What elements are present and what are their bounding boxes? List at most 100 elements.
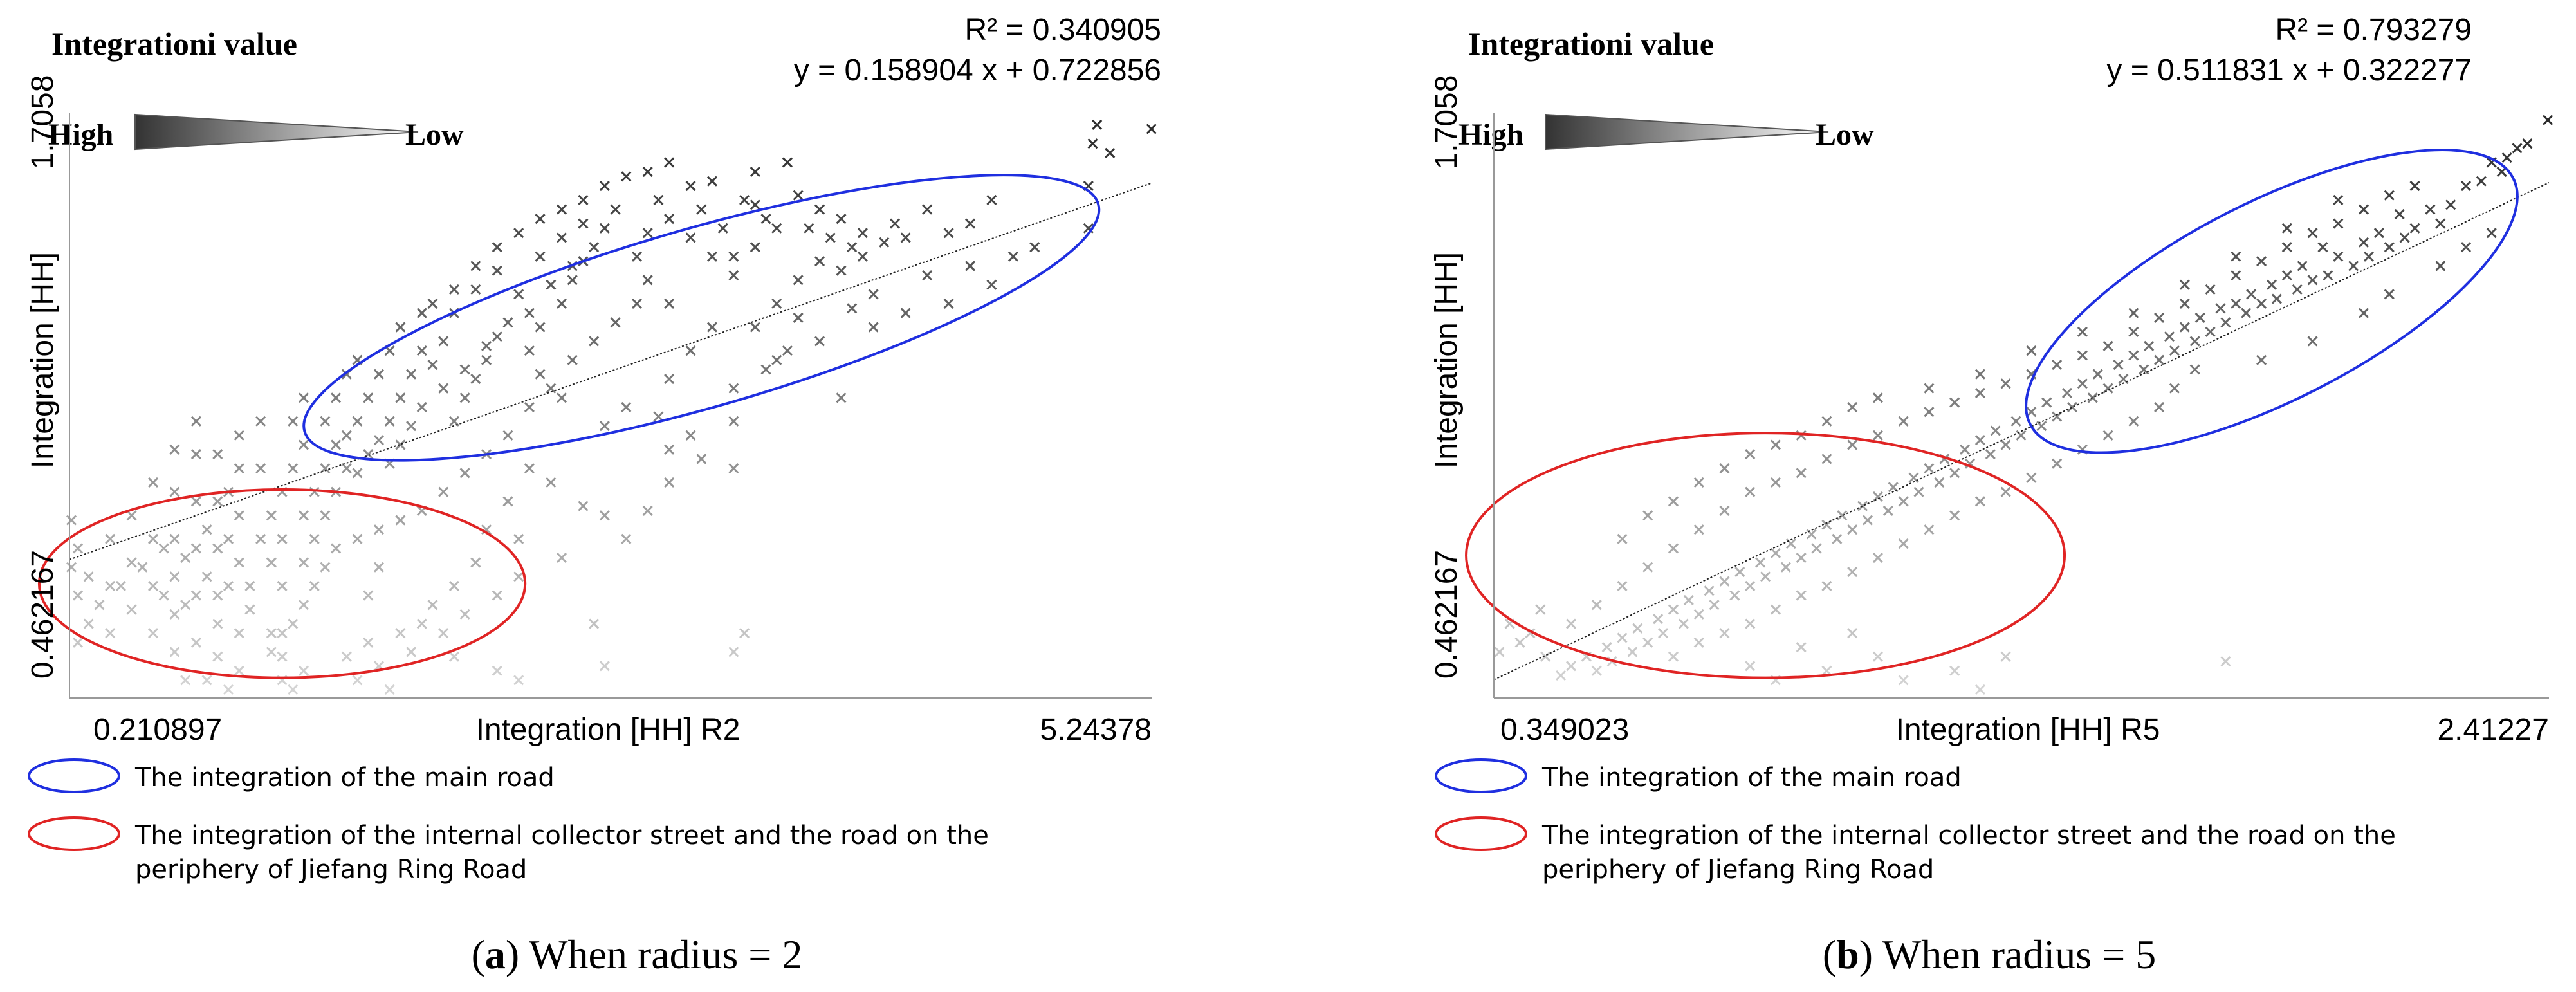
scatter-points-b	[1494, 115, 2553, 695]
scatter-point-a-141	[212, 449, 223, 460]
scatter-point-a-29	[793, 312, 804, 323]
scatter-point-b-141	[2205, 284, 2216, 295]
scatter-point-b-206	[2460, 242, 2472, 253]
scatter-point-a-231	[825, 232, 836, 243]
scatter-point-a-194	[406, 647, 417, 657]
scatter-point-a-190	[363, 637, 374, 648]
scatter-point-a-219	[782, 345, 793, 356]
scatter-point-a-50	[664, 373, 675, 385]
scatter-point-b-115	[1535, 604, 1546, 615]
legend-blue-ellipse-b	[1435, 758, 1527, 793]
scatter-point-a-68	[492, 331, 502, 342]
scatter-point-b-18	[2348, 261, 2359, 271]
scatter-point-b-72	[1882, 505, 1893, 516]
scatter-point-a-277	[621, 171, 632, 182]
scatter-point-b-187	[1796, 430, 1807, 441]
scatter-point-b-144	[2281, 242, 2292, 253]
scatter-point-a-30	[750, 322, 760, 333]
x-min-label-a: 0.210897	[93, 713, 222, 747]
scatter-point-a-211	[728, 647, 739, 657]
scatter-point-b-30	[2241, 308, 2252, 318]
ellipses-b	[1465, 149, 2519, 679]
scatter-point-a-41	[556, 392, 567, 403]
scatter-point-a-6	[986, 194, 997, 206]
scatter-point-b-145	[2307, 228, 2318, 239]
scatter-point-a-218	[760, 364, 771, 375]
scatter-point-a-199	[373, 562, 385, 573]
scatter-point-b-93	[1704, 585, 1715, 596]
scatter-point-a-61	[599, 223, 610, 234]
scatter-point-b-156	[1821, 580, 1832, 592]
scatter-point-a-113	[298, 439, 309, 450]
scatter-point-b-13	[2394, 208, 2405, 219]
scatter-point-a-19	[750, 199, 760, 210]
scatter-point-a-131	[234, 463, 244, 474]
scatter-point-a-108	[320, 510, 331, 521]
scatter-point-b-132	[1974, 387, 1985, 399]
caption-text-a: When radius = 2	[519, 932, 802, 977]
scatter-point-b-75	[1857, 501, 1868, 511]
scatter-point-b-108	[1565, 661, 1577, 672]
scatter-point-a-10	[900, 232, 911, 243]
scatter-point-b-185	[1745, 449, 1756, 460]
scatter-point-b-146	[2333, 218, 2344, 229]
scatter-point-a-91	[406, 421, 417, 432]
scatter-point-a-169	[105, 628, 116, 639]
scatter-point-b-76	[1847, 524, 1858, 535]
caption-letter-b: b	[1836, 932, 1859, 977]
scatter-point-a-173	[83, 618, 94, 629]
scatter-point-b-203	[2358, 308, 2369, 318]
gradient-high-a: High	[48, 118, 113, 152]
scatter-point-a-205	[524, 463, 535, 474]
scatter-point-b-184	[1719, 463, 1730, 474]
scatter-point-b-191	[1924, 383, 1935, 394]
scatter-point-a-53	[664, 298, 675, 309]
scatter-point-b-53	[2041, 397, 2052, 408]
chart-b: Integrationi value High Low R² = 0.79327…	[1430, 13, 2553, 977]
scatter-point-a-140	[212, 496, 223, 507]
scatter-point-b-194	[2077, 326, 2088, 337]
scatter-point-a-148	[190, 449, 201, 460]
legend-collector-line2-b: periphery of Jiefang Ring Road	[1542, 855, 1934, 885]
scatter-point-a-171	[105, 533, 116, 544]
scatter-point-b-95	[1683, 594, 1694, 605]
scatter-point-a-102	[352, 416, 363, 427]
scatter-point-a-0	[1146, 124, 1157, 134]
scatter-point-a-38	[653, 411, 664, 422]
gradient-low-a: Low	[405, 118, 464, 152]
y-min-label-b: 0.462167	[1430, 550, 1464, 679]
scatter-point-a-17	[706, 176, 718, 187]
scatter-point-b-82	[1796, 553, 1807, 564]
y-max-label-b: 1.7058	[1430, 75, 1464, 170]
scatter-point-a-94	[416, 345, 427, 356]
scatter-point-b-163	[2000, 486, 2011, 497]
scatter-point-b-153	[1745, 618, 1756, 629]
scatter-point-a-215	[664, 477, 675, 488]
scatter-point-b-64	[1949, 468, 1960, 479]
scatter-point-a-223	[986, 279, 997, 290]
scatter-point-a-201	[459, 609, 470, 620]
scatter-point-a-89	[438, 383, 449, 394]
scatter-point-b-58	[2000, 439, 2011, 450]
scatter-point-b-131	[1949, 397, 1960, 408]
scatter-point-a-121	[266, 557, 277, 568]
scatter-point-a-138	[212, 590, 223, 601]
scatter-point-b-97	[1668, 604, 1679, 615]
scatter-point-b-123	[1745, 486, 1756, 497]
chart-a: Integrationi value High Low R² = 0.34090…	[26, 13, 1161, 977]
scatter-point-b-152	[1719, 628, 1730, 639]
x-max-label-b: 2.41227	[2437, 713, 2549, 747]
scatter-point-b-24	[2292, 284, 2303, 295]
gradient-wedge-a	[134, 113, 419, 151]
scatter-point-b-158	[1872, 553, 1883, 564]
scatter-point-a-114	[298, 392, 309, 403]
scatter-point-a-115	[288, 416, 299, 427]
scatter-point-a-200	[448, 580, 459, 592]
scatter-point-a-43	[546, 477, 557, 488]
scatter-point-a-22	[728, 251, 739, 262]
scatter-point-a-135	[223, 580, 234, 592]
scatter-point-a-161	[147, 580, 159, 592]
scatter-point-a-26	[857, 251, 868, 262]
scatter-point-a-75	[470, 284, 481, 295]
scatter-point-b-208	[2189, 364, 2200, 375]
